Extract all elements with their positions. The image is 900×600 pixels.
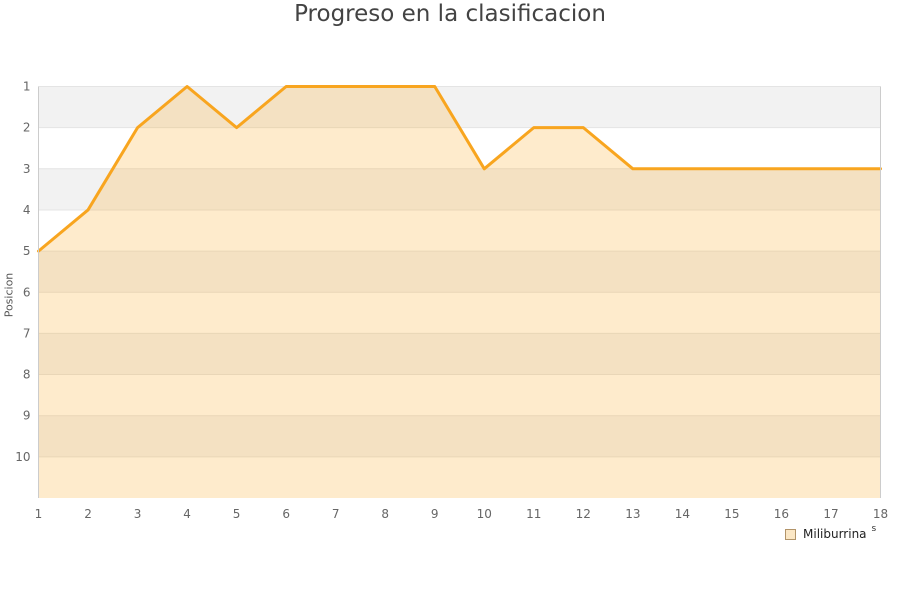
x-tick-label: 10 [477,507,492,521]
legend[interactable]: Miliburrina s [785,524,877,541]
x-tick-label: 3 [134,507,142,521]
x-tick-label: 12 [576,507,591,521]
x-tick-label: 13 [625,507,640,521]
y-tick-label: 6 [23,285,31,299]
chart-title: Progreso en la clasificacion [294,1,606,27]
grid-band [38,251,881,293]
x-tick-label: 14 [675,507,690,521]
x-tick-label: 7 [332,507,340,521]
legend-suffix: s [871,524,877,534]
y-tick-label: 4 [23,203,31,217]
y-tick-label: 3 [23,162,31,176]
y-tick-label: 5 [23,244,31,258]
x-tick-label: 2 [84,507,92,521]
grid-band [38,333,881,375]
y-tick-label: 9 [23,409,31,423]
legend-series-label: Miliburrina [803,527,867,541]
x-tick-label: 4 [183,507,191,521]
grid-band [38,168,881,210]
x-tick-label: 17 [823,507,838,521]
y-tick-label: 8 [23,368,31,382]
x-tick-label: 6 [282,507,290,521]
series-line [37,85,882,253]
x-tick-label: 8 [381,507,389,521]
x-tick-label: 11 [526,507,541,521]
x-tick-label: 16 [774,507,789,521]
x-tick-label: 9 [431,507,439,521]
y-tick-label: 10 [15,450,30,464]
legend-swatch-icon [785,528,796,540]
y-tick-label: 2 [23,121,31,135]
x-tick-label: 18 [873,507,888,521]
y-tick-label: 7 [23,326,31,340]
area-fill [38,86,881,498]
x-tick-label: 5 [233,507,241,521]
x-tick-label: 1 [35,507,43,521]
y-tick-label: 1 [23,80,31,94]
x-tick-label: 15 [724,507,739,521]
grid-band [38,415,881,457]
